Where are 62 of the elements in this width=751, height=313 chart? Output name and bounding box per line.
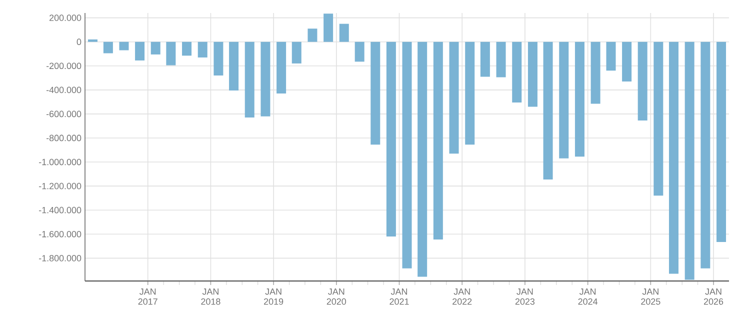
bar (716, 42, 726, 242)
bar (574, 42, 584, 157)
y-tick-label: -1.200.000 (39, 182, 82, 190)
bar (166, 42, 176, 66)
bar (308, 28, 318, 42)
y-tick-label: -1.800.000 (39, 254, 82, 262)
bar (386, 42, 396, 237)
bar (465, 42, 475, 145)
x-tick-label: JAN 2022 (452, 288, 472, 305)
bar (528, 42, 538, 107)
bar (496, 42, 506, 78)
bar (150, 42, 160, 54)
bar (370, 42, 380, 145)
bar (668, 42, 678, 274)
y-tick-label: -400.000 (46, 86, 82, 94)
bar (339, 24, 349, 42)
bar (214, 42, 224, 76)
bar (590, 42, 600, 104)
bar (638, 42, 648, 121)
bar (119, 42, 129, 50)
y-tick-label: -1.400.000 (39, 206, 82, 214)
bar (418, 42, 428, 277)
bar (182, 42, 192, 56)
bar (654, 42, 664, 196)
bar (433, 42, 443, 240)
y-tick-label: 200.000 (50, 14, 82, 21)
bar (292, 42, 302, 64)
x-tick-label: JAN 2020 (326, 288, 346, 305)
bar (135, 42, 145, 60)
bar (543, 42, 553, 180)
y-tick-label: -200.000 (46, 62, 82, 70)
y-tick-label: -600.000 (46, 110, 82, 118)
bar (354, 42, 364, 62)
bar (198, 42, 208, 58)
bar (606, 42, 616, 71)
x-tick-label: JAN 2024 (578, 288, 598, 305)
bar (103, 42, 113, 54)
x-tick-label: JAN 2023 (515, 288, 535, 305)
y-tick-label: -1.600.000 (39, 230, 82, 238)
bar (244, 42, 254, 118)
bar (229, 42, 239, 91)
bar (324, 14, 334, 42)
x-tick-label: JAN 2018 (201, 288, 220, 305)
bar (402, 42, 412, 268)
y-tick-label: -1.000.000 (39, 158, 82, 166)
bar (88, 39, 98, 42)
x-tick-label: JAN 2019 (264, 288, 284, 305)
x-tick-label: JAN 2026 (704, 288, 724, 305)
bar (512, 42, 522, 103)
bar (559, 42, 569, 158)
y-tick-label: -800.000 (46, 134, 82, 142)
x-tick-label: JAN 2025 (641, 288, 660, 305)
y-tick-label: 0 (76, 38, 82, 46)
bar (480, 42, 490, 77)
bar (622, 42, 632, 82)
bar (684, 42, 694, 280)
bar (260, 42, 270, 116)
bar (700, 42, 710, 268)
bar (276, 42, 286, 94)
x-tick-label: JAN 2021 (390, 288, 409, 305)
x-tick-label: JAN 2017 (138, 288, 158, 305)
bar (449, 42, 459, 154)
